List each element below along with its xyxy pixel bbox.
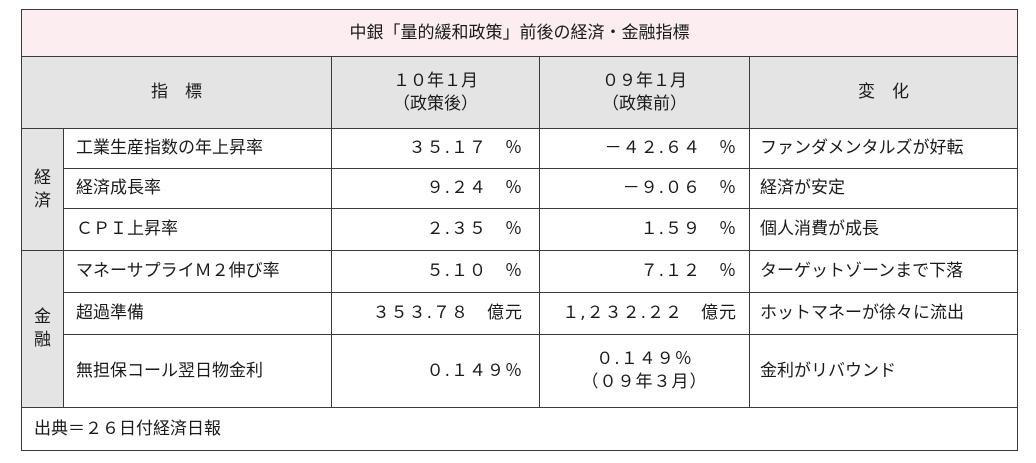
row-change: 経済が安定	[748, 167, 1019, 209]
table-row: 超過準備 ３５３.７８ 億元 １,２３２.２２ 億元 ホットマネーが徐々に流出	[22, 292, 1019, 335]
row-name: 超過準備	[63, 292, 332, 335]
header-before: ０９年１月 （政策前）	[539, 56, 750, 130]
table-row: 経済成長率 ９.２４ ％ －９.０６ ％ 経済が安定	[22, 167, 1019, 209]
group-finance-char1: 金	[34, 307, 51, 328]
table-title: 中銀「量的緩和政策」前後の経済・金融指標	[20, 8, 1019, 58]
row-after: ９.２４ ％	[331, 167, 540, 209]
row-before: －９.０６ ％	[539, 167, 750, 209]
table-row: 経 済 工業生産指数の年上昇率 ３５.１７ ％ －４２.６４ ％ ファンダメンタ…	[21, 128, 1019, 252]
row-after: ３５.１７ ％	[331, 128, 540, 169]
row-before-note: （０９年３月）	[581, 372, 708, 393]
row-before: －４２.６４ ％	[539, 128, 750, 169]
header-after-date: １０年１月	[393, 70, 478, 91]
row-name: ＣＰＩ上昇率	[63, 207, 332, 252]
header-after: １０年１月 （政策後）	[331, 56, 540, 130]
row-after: ５.１０ ％	[331, 250, 540, 294]
row-before-value: ０.１４９％	[596, 349, 693, 370]
header-change: 変 化	[748, 56, 1019, 130]
row-change: ホットマネーが徐々に流出	[748, 292, 1019, 335]
group-finance: 金 融	[21, 250, 64, 409]
header-indicator: 指 標	[21, 56, 332, 130]
group-economy: 経 済	[21, 128, 64, 252]
row-change: 金利がリバウンド	[748, 333, 1019, 409]
row-change: ターゲットゾーンまで下落	[748, 250, 1019, 294]
table-row: 無担保コール翌日物金利 ０.１４９％ ０.１４９％ （０９年３月） 金利がリバウ…	[22, 333, 1019, 409]
header-before-label: （政策前）	[602, 93, 687, 114]
row-before: ７.１２ ％	[539, 250, 750, 294]
row-change: 個人消費が成長	[748, 207, 1019, 252]
table-row: 金 融 マネーサプライＭ２伸び率 ５.１０ ％ ７.１２ ％ ターゲットゾーンま…	[21, 250, 1019, 409]
row-before: １,２３２.２２ 億元	[539, 292, 750, 335]
row-name: 無担保コール翌日物金利	[63, 333, 332, 409]
row-after: ０.１４９％	[331, 333, 540, 409]
indicator-table: 中銀「量的緩和政策」前後の経済・金融指標 指 標 １０年１月 （政策後） ０９年…	[20, 8, 1019, 451]
group-finance-char2: 融	[34, 330, 51, 351]
row-after: ３５３.７８ 億元	[331, 292, 540, 335]
header-before-date: ０９年１月	[602, 70, 687, 91]
table-row: ＣＰＩ上昇率 ２.３５ ％ １.５９ ％ 個人消費が成長	[22, 207, 1019, 252]
row-name: 経済成長率	[63, 167, 332, 209]
source-note: 出典＝２６日付経済日報	[20, 407, 1019, 451]
row-before: ０.１４９％ （０９年３月）	[539, 333, 750, 409]
group-economy-char1: 経	[34, 167, 51, 188]
group-economy-char2: 済	[34, 190, 51, 211]
row-after: ２.３５ ％	[331, 207, 540, 252]
row-change: ファンダメンタルズが好転	[748, 128, 1019, 169]
row-name: マネーサプライＭ２伸び率	[63, 250, 332, 294]
row-name: 工業生産指数の年上昇率	[63, 128, 332, 169]
row-before: １.５９ ％	[539, 207, 750, 252]
header-after-label: （政策後）	[393, 93, 478, 114]
